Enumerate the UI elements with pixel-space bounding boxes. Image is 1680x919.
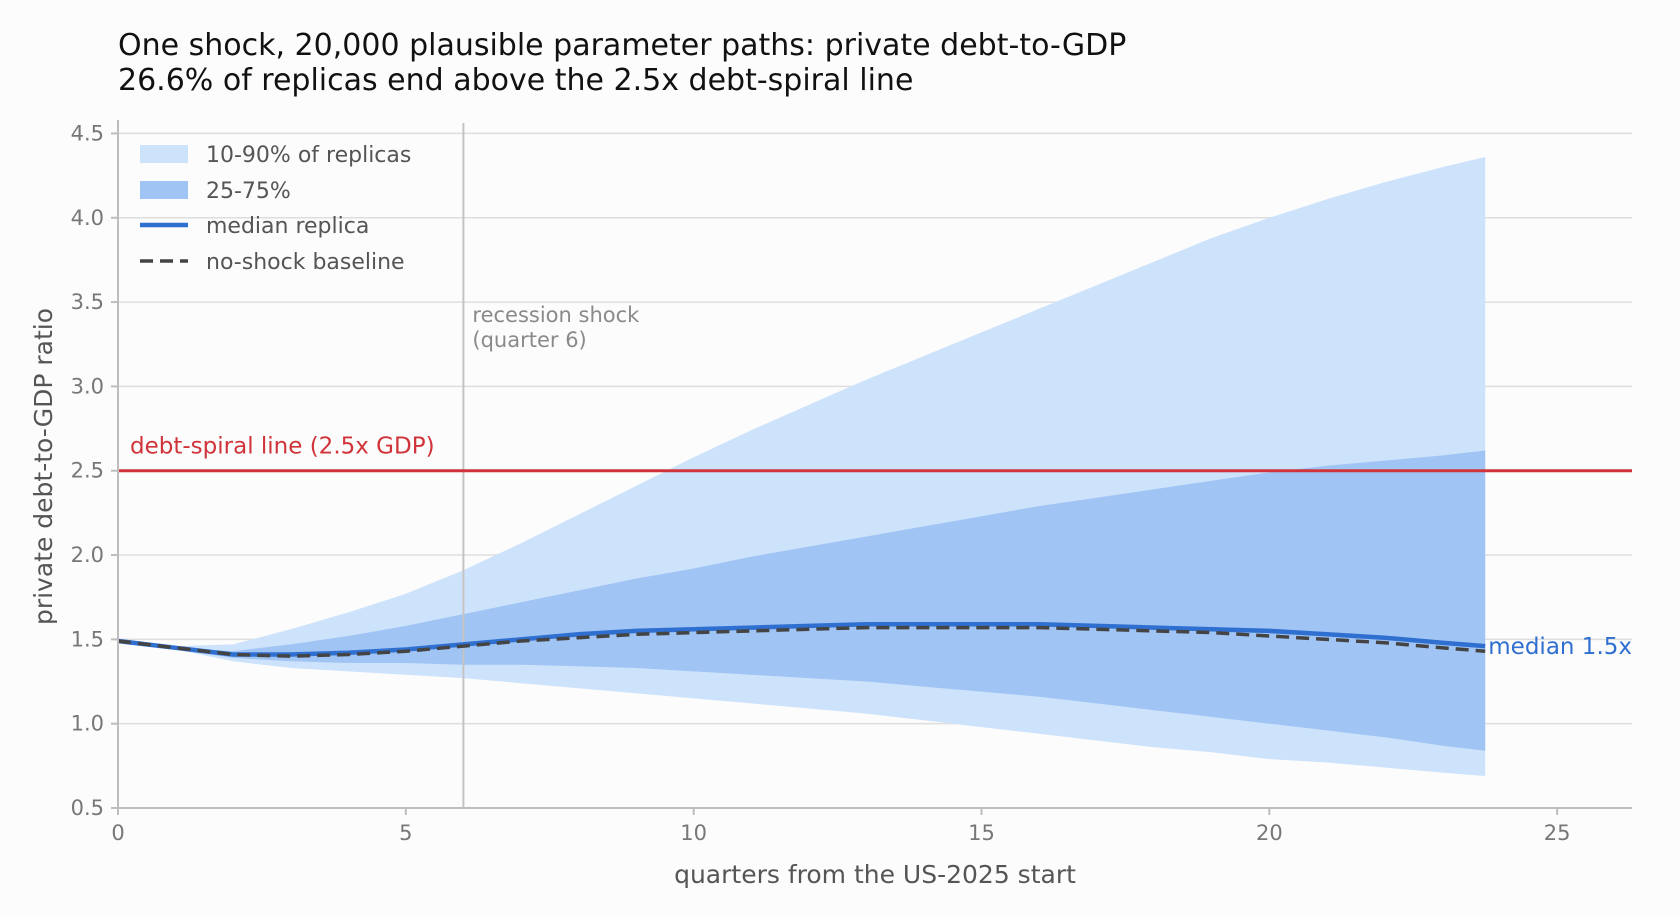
legend-swatch-inner-band <box>140 181 188 199</box>
chart-title-line1: One shock, 20,000 plausible parameter pa… <box>118 28 1126 63</box>
legend-swatch-outer-band <box>140 145 188 163</box>
median-end-label: median 1.5x <box>1488 634 1632 660</box>
x-tick-label: 15 <box>968 821 995 845</box>
threshold-layer: debt-spiral line (2.5x GDP) <box>118 434 1632 473</box>
band-layer <box>118 157 1486 776</box>
line-layer <box>117 621 1486 658</box>
y-tick-label: 3.5 <box>71 290 104 314</box>
y-tick-label: 3.0 <box>71 374 104 398</box>
y-tick-label: 2.0 <box>71 543 104 567</box>
x-tick-label: 5 <box>399 821 412 845</box>
recession-shock-label-line1: recession shock <box>472 303 640 327</box>
x-tick-label: 25 <box>1544 821 1571 845</box>
debt-spiral-label: debt-spiral line (2.5x GDP) <box>130 434 435 460</box>
legend-label-baseline: no-shock baseline <box>206 250 405 275</box>
y-tick-label: 4.5 <box>71 121 104 145</box>
legend-label-inner-band: 25-75% <box>206 179 291 204</box>
no-shock-baseline-line <box>117 625 1486 658</box>
y-tick-label: 2.5 <box>71 459 104 483</box>
x-axis-label: quarters from the US-2025 start <box>674 860 1076 889</box>
y-tick-label: 0.5 <box>71 796 104 820</box>
chart-title-line2: 26.6% of replicas end above the 2.5x deb… <box>118 63 913 98</box>
y-tick-label: 1.0 <box>71 712 104 736</box>
band-area <box>118 450 1486 751</box>
legend-label-outer-band: 10-90% of replicas <box>206 143 411 168</box>
x-tick-label: 20 <box>1256 821 1283 845</box>
legend-label-median: median replica <box>206 214 369 239</box>
y-tick-label: 1.5 <box>71 627 104 651</box>
event-layer: recession shock (quarter 6) <box>462 123 640 808</box>
axis-layer: 0 5 10 15 20 25 0.5 1.0 1.5 2.0 2.5 3.0 3.5 4.0 4.5 <box>71 120 1632 845</box>
x-tick-label: 0 <box>111 821 124 845</box>
y-tick-label: 4.0 <box>71 206 104 230</box>
y-axis-label: private debt-to-GDP ratio <box>29 308 58 625</box>
x-tick-label: 10 <box>680 821 707 845</box>
legend: 10-90% of replicas 25-75% median replica… <box>140 143 411 275</box>
recession-shock-label-line2: (quarter 6) <box>472 328 586 352</box>
